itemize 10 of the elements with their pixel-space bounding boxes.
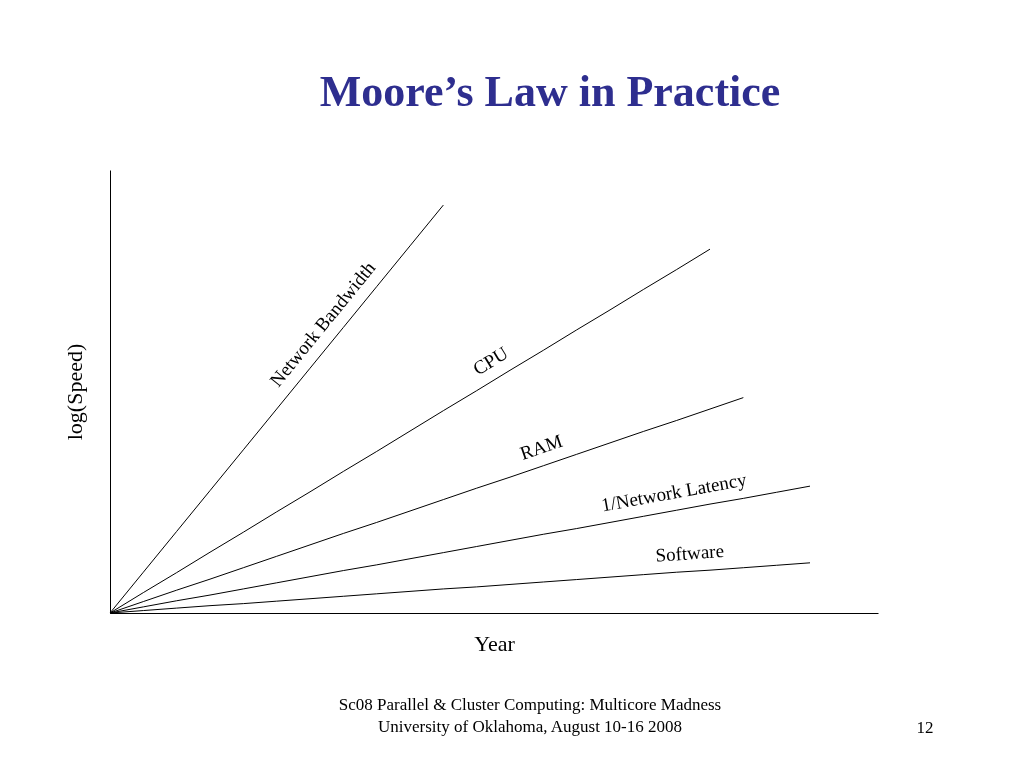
text: Sc08 Parallel & Cluster Computing: Multicore Madness: [337, 694, 723, 716]
text: CPU: [469, 341, 512, 380]
text: 1/Network Latency: [599, 468, 749, 516]
y-axis-title: log(Speed): [61, 343, 87, 441]
chart-title: Moore’s Law in Practice: [318, 66, 782, 117]
text: University of Oklahoma, August 10-16 2008: [376, 716, 684, 738]
series-label: Software: [654, 539, 725, 566]
text: RAM: [517, 429, 566, 464]
text: 12: [915, 718, 935, 738]
x-axis-title: Year: [474, 630, 516, 656]
